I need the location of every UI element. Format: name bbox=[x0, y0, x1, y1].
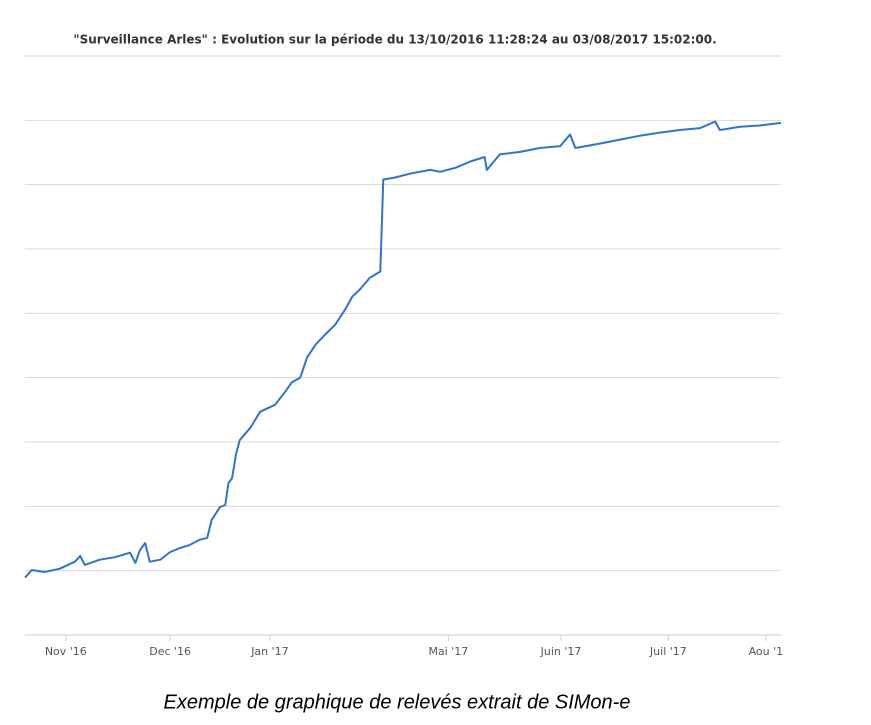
x-tick-label: Jan '17 bbox=[250, 645, 288, 658]
x-tick-label: Dec '16 bbox=[149, 645, 191, 658]
x-tick-label: Mai '17 bbox=[428, 645, 468, 658]
x-tick-label: Juil '17 bbox=[649, 645, 687, 658]
x-tick-label: Aou '1 bbox=[749, 645, 784, 658]
chart-title: "Surveillance Arles" : Evolution sur la … bbox=[73, 33, 716, 47]
data-line bbox=[24, 120, 782, 579]
caption: Exemple de graphique de relevés extrait … bbox=[164, 691, 631, 713]
x-tick-label: Nov '16 bbox=[45, 645, 87, 658]
x-tick-label: Juin '17 bbox=[540, 645, 582, 658]
